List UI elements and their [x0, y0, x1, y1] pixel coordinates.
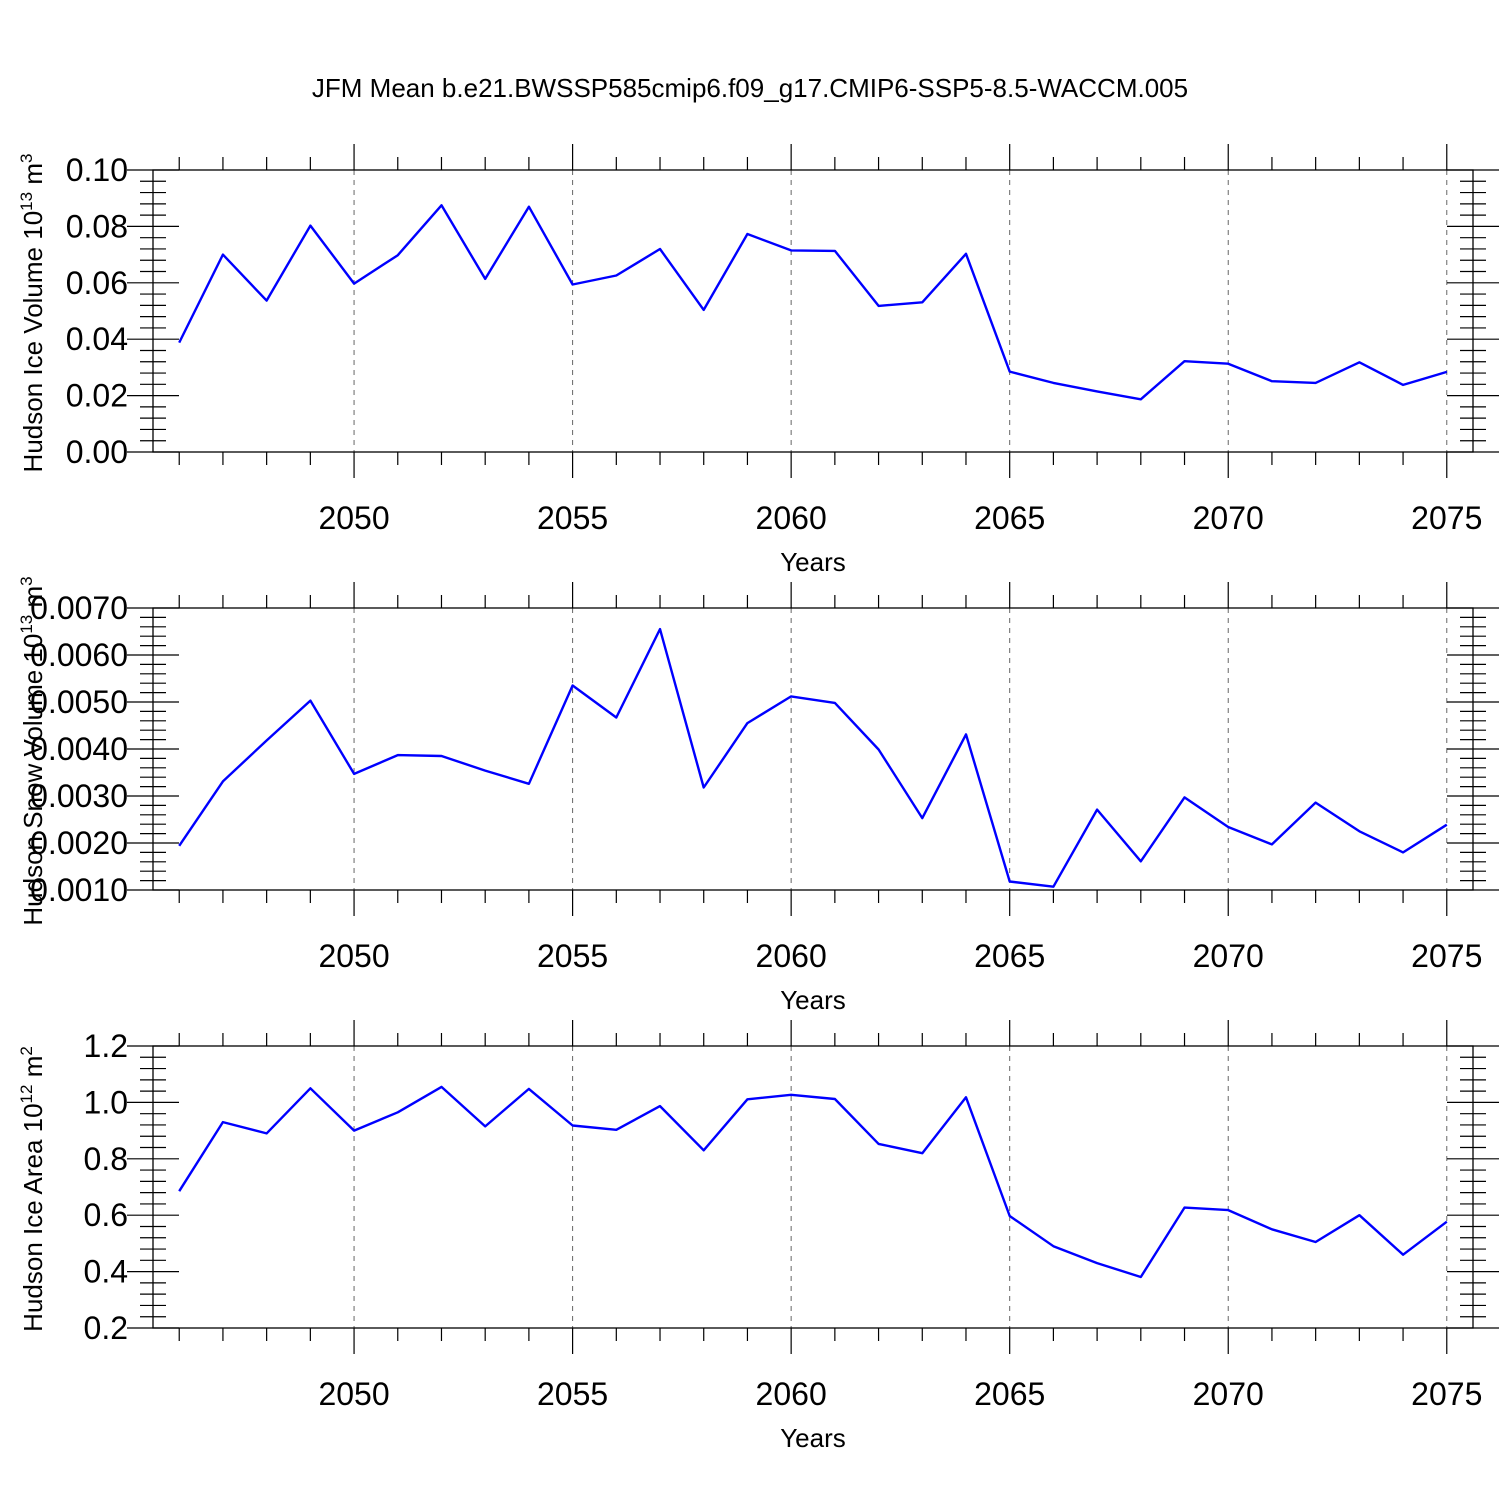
y-tick-label: 0.4 — [84, 1254, 128, 1290]
y-tick-label: 0.02 — [66, 378, 128, 414]
x-tick-label: 2075 — [1411, 500, 1482, 536]
y-tick-label: 0.6 — [84, 1197, 128, 1233]
y-tick-label: 0.0030 — [30, 778, 128, 814]
x-tick-label: 2060 — [756, 500, 827, 536]
y-tick-label: 0.0070 — [30, 590, 128, 626]
y-tick-label: 1.2 — [84, 1028, 128, 1064]
x-tick-label: 2065 — [974, 1376, 1045, 1412]
x-tick-label: 2070 — [1193, 500, 1264, 536]
y-axis-label: Hudson Ice Area 1012 m2 — [17, 1046, 48, 1332]
y-tick-label: 0.0060 — [30, 637, 128, 673]
y-tick-label: 0.0010 — [30, 872, 128, 908]
series-line — [178, 204, 1448, 401]
x-tick-label: 2075 — [1411, 1376, 1482, 1412]
y-tick-label: 0.0020 — [30, 825, 128, 861]
y-tick-label: 1.0 — [84, 1084, 128, 1120]
x-tick-label: 2055 — [537, 1376, 608, 1412]
plot-frame — [152, 1045, 1474, 1329]
y-tick-label: 0.10 — [66, 152, 128, 188]
figure-title: JFM Mean b.e21.BWSSP585cmip6.f09_g17.CMI… — [312, 73, 1188, 103]
x-tick-label: 2050 — [318, 938, 389, 974]
x-tick-label: 2060 — [756, 938, 827, 974]
x-tick-label: 2070 — [1193, 1376, 1264, 1412]
x-axis-label: Years — [780, 985, 846, 1015]
panel-3: 2050 2055 2060 2065 2070 2075 Years 0.2 0.4 0.6 0.… — [17, 1020, 1499, 1453]
x-tick-label: 2055 — [537, 938, 608, 974]
x-tick-label: 2070 — [1193, 938, 1264, 974]
y-tick-label: 0.04 — [66, 321, 128, 357]
x-tick-label: 2050 — [318, 500, 389, 536]
x-tick-label: 2050 — [318, 1376, 389, 1412]
y-tick-label: 0.8 — [84, 1141, 128, 1177]
y-tick-label: 0.0050 — [30, 684, 128, 720]
x-tick-label: 2060 — [756, 1376, 827, 1412]
y-axis-label: Hudson Snow Volume 1013 m3 — [17, 576, 48, 925]
y-tick-label: 0.08 — [66, 208, 128, 244]
panel-1: 2050 2055 2060 2065 2070 2075 Years 0.00 0.02 0.0… — [17, 144, 1499, 577]
y-tick-label: 0.2 — [84, 1310, 128, 1346]
y-tick-label: 0.0040 — [30, 731, 128, 767]
y-tick-label: 0.06 — [66, 265, 128, 301]
x-axis-label: Years — [780, 547, 846, 577]
series-line — [178, 627, 1448, 888]
x-tick-label: 2055 — [537, 500, 608, 536]
x-tick-label: 2065 — [974, 938, 1045, 974]
series-line — [178, 1085, 1448, 1279]
panel-2: 2050 2055 2060 2065 2070 2075 Years 0.0010 0.002… — [17, 576, 1499, 1015]
y-axis-label: Hudson Ice Volume 1013 m3 — [17, 154, 48, 473]
x-tick-label: 2065 — [974, 500, 1045, 536]
plot-frame — [152, 169, 1474, 453]
x-tick-label: 2075 — [1411, 938, 1482, 974]
x-axis-label: Years — [780, 1423, 846, 1453]
y-tick-label: 0.00 — [66, 434, 128, 470]
